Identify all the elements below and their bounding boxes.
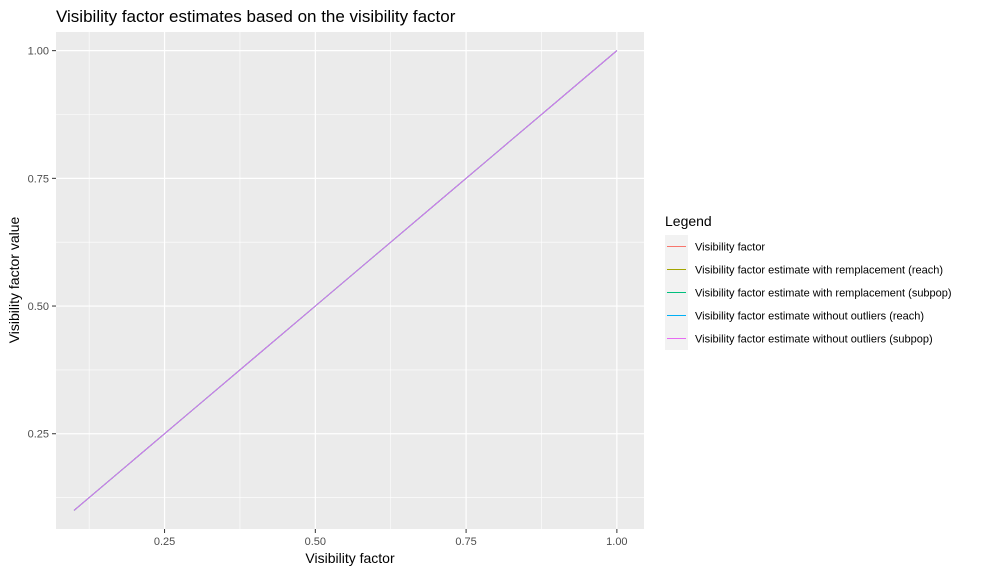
series-line-5 (73, 50, 618, 511)
y-axis-ticks: 0.25 0.50 0.75 1.00 (28, 46, 56, 441)
x-tick-label: 0.25 (154, 536, 175, 548)
y-tick-label: 0.25 (28, 429, 49, 441)
series-lines (73, 50, 618, 511)
y-tick-label: 0.50 (28, 301, 49, 313)
y-tick-label: 0.75 (28, 173, 49, 185)
legend-label: Visibility factor estimate with remplace… (695, 288, 952, 300)
y-tick-label: 1.00 (28, 46, 49, 58)
x-tick-label: 0.75 (455, 536, 476, 548)
legend-title: Legend (665, 213, 712, 229)
legend-label: Visibility factor (695, 242, 765, 254)
x-tick-label: 0.50 (305, 536, 326, 548)
x-axis-ticks: 0.25 0.50 0.75 1.00 (154, 529, 628, 548)
legend-items: Visibility factor Visibility factor estim… (665, 235, 952, 350)
x-axis-title: Visibility factor (305, 550, 395, 566)
y-axis-title: Visibility factor value (6, 217, 22, 344)
legend-label: Visibility factor estimate without outli… (695, 311, 924, 323)
plot-panel (56, 32, 644, 529)
chart-title: Visibility factor estimates based on the… (56, 7, 456, 26)
legend-label: Visibility factor estimate with remplace… (695, 265, 943, 277)
legend-label: Visibility factor estimate without outli… (695, 334, 933, 346)
x-tick-label: 1.00 (606, 536, 627, 548)
grid-lines (56, 32, 644, 529)
